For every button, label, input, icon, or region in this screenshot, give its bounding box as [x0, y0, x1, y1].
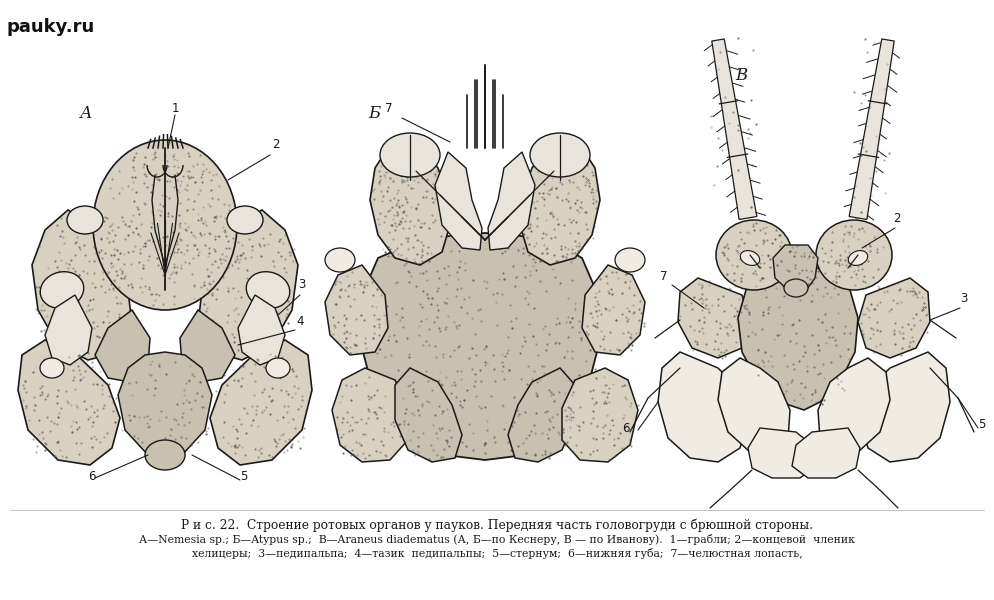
Text: 7: 7	[385, 102, 393, 115]
Polygon shape	[773, 245, 818, 292]
Polygon shape	[180, 310, 235, 382]
Polygon shape	[95, 310, 150, 382]
Text: А: А	[80, 105, 92, 122]
Polygon shape	[45, 295, 92, 365]
Text: 3: 3	[298, 278, 305, 291]
Polygon shape	[792, 428, 860, 478]
Text: В: В	[735, 67, 747, 84]
Ellipse shape	[325, 248, 355, 272]
Ellipse shape	[530, 133, 590, 177]
Polygon shape	[18, 340, 120, 465]
Text: 7: 7	[660, 270, 668, 283]
Polygon shape	[738, 265, 858, 410]
Polygon shape	[198, 210, 298, 360]
Polygon shape	[582, 265, 645, 355]
Ellipse shape	[40, 358, 64, 378]
Ellipse shape	[741, 251, 759, 265]
Polygon shape	[562, 368, 638, 462]
Polygon shape	[238, 295, 285, 365]
Polygon shape	[332, 368, 408, 462]
Polygon shape	[370, 145, 450, 265]
Polygon shape	[860, 352, 950, 462]
Ellipse shape	[247, 272, 290, 308]
Polygon shape	[718, 358, 790, 454]
Polygon shape	[210, 340, 312, 465]
Polygon shape	[32, 210, 132, 360]
Ellipse shape	[40, 272, 83, 308]
Text: 5: 5	[240, 470, 248, 483]
Text: А—Nemesia sp.; Б—Atypus sp.;  В—Araneus diadematus (А, Б—по Кеснеру, В — по Иван: А—Nemesia sp.; Б—Atypus sp.; В—Araneus d…	[139, 534, 855, 545]
Polygon shape	[849, 39, 895, 220]
Polygon shape	[520, 145, 600, 265]
Text: Б: Б	[368, 105, 381, 122]
Polygon shape	[858, 278, 930, 358]
Ellipse shape	[67, 206, 103, 234]
Ellipse shape	[615, 248, 645, 272]
Polygon shape	[395, 368, 462, 462]
Text: 2: 2	[893, 212, 901, 225]
Text: 4: 4	[296, 315, 303, 328]
Text: хелицеры;  3—педипальпа;  4—тазик  педипальпы;  5—стернум;  6—нижняя губа;  7—че: хелицеры; 3—педипальпа; 4—тазик педипаль…	[192, 548, 802, 559]
Polygon shape	[658, 352, 748, 462]
Ellipse shape	[266, 358, 290, 378]
Ellipse shape	[816, 220, 892, 290]
Text: 2: 2	[272, 138, 279, 151]
Polygon shape	[508, 368, 575, 462]
Polygon shape	[712, 39, 756, 220]
Ellipse shape	[784, 279, 808, 297]
Text: 3: 3	[960, 292, 967, 305]
Text: pauky.ru: pauky.ru	[6, 18, 94, 36]
Polygon shape	[435, 152, 482, 250]
Polygon shape	[488, 152, 535, 250]
Text: 6: 6	[622, 422, 629, 435]
Polygon shape	[362, 233, 598, 460]
Ellipse shape	[380, 133, 440, 177]
Ellipse shape	[93, 140, 237, 310]
Text: Р и с. 22.  Строение ротовых органов у пауков. Передняя часть головогруди с брюш: Р и с. 22. Строение ротовых органов у па…	[181, 518, 813, 532]
Polygon shape	[678, 278, 750, 358]
Ellipse shape	[145, 440, 185, 470]
Ellipse shape	[848, 251, 868, 265]
Text: 6: 6	[88, 470, 95, 483]
Polygon shape	[818, 358, 890, 454]
Polygon shape	[748, 428, 816, 478]
Ellipse shape	[227, 206, 263, 234]
Text: 1: 1	[172, 102, 180, 115]
Ellipse shape	[716, 220, 792, 290]
Polygon shape	[118, 352, 212, 462]
Polygon shape	[325, 265, 388, 355]
Text: 5: 5	[978, 418, 985, 431]
